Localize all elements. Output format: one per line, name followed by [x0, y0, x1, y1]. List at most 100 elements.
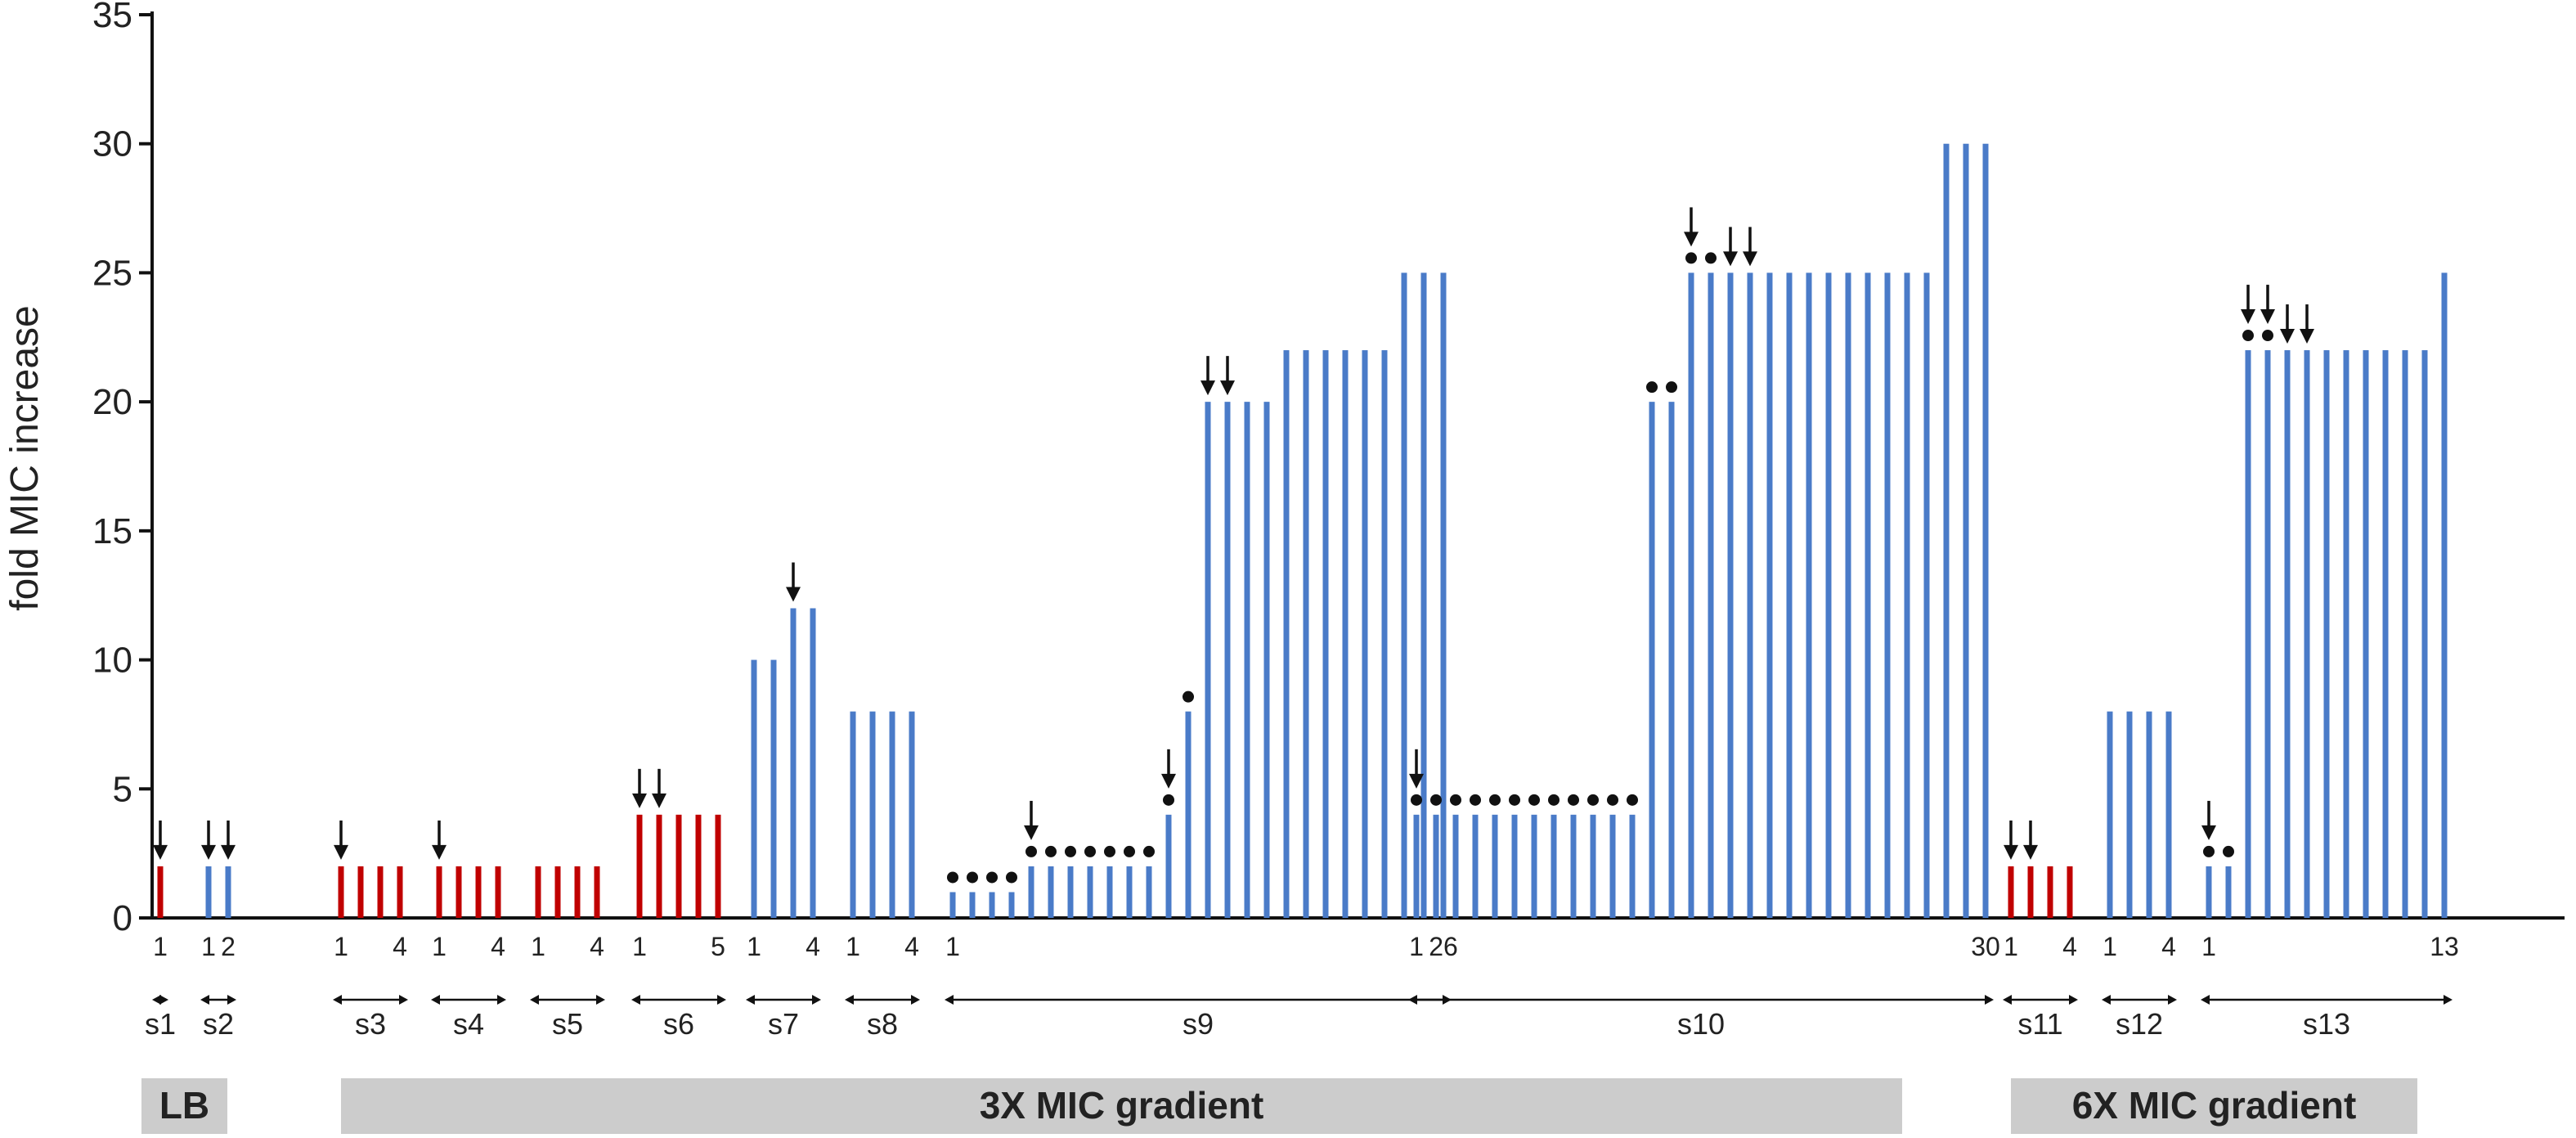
dot-marker [1705, 252, 1717, 264]
group-band [341, 1078, 1902, 1134]
bar-s9 [1362, 350, 1368, 918]
x-tick-label: 1 [2004, 932, 2018, 961]
dot-marker [1646, 381, 1658, 394]
series-label: s7 [768, 1007, 799, 1041]
range-arrow-right [399, 995, 408, 1005]
arrow-head [786, 587, 801, 602]
arrow-head [632, 793, 647, 808]
bar-s10 [1590, 814, 1596, 918]
x-tick-label: 4 [904, 932, 919, 961]
bar-s13 [2421, 350, 2428, 918]
x-tick-label: 1 [531, 932, 545, 961]
arrow-head [1161, 773, 1176, 789]
arrow-head [432, 844, 447, 860]
x-tick-label: 1 [747, 932, 761, 961]
x-tick-label: 30 [1971, 932, 2000, 961]
bar-s10 [1806, 272, 1812, 918]
x-tick-label: 1 [432, 932, 447, 961]
bar-s10 [1923, 272, 1930, 918]
dot-marker [967, 871, 978, 884]
bar-s9 [1205, 402, 1211, 919]
series-label: s9 [1183, 1007, 1214, 1041]
dot-marker [1685, 252, 1697, 264]
range-arrow-left [2003, 995, 2012, 1005]
bar-s5 [535, 866, 541, 918]
bar-s9 [1126, 866, 1133, 918]
y-tick-label: 30 [92, 124, 132, 164]
dot-marker [1025, 845, 1037, 857]
group-label: 3X MIC gradient [980, 1084, 1264, 1127]
bar-s10 [1472, 814, 1479, 918]
x-tick-label: 1 [846, 932, 860, 961]
arrow-head [1220, 380, 1235, 396]
bar-s5 [594, 866, 600, 918]
range-arrow-left [631, 995, 640, 1005]
bar-s12 [2146, 711, 2152, 918]
bar-s10 [1551, 814, 1557, 918]
range-arrow-right [1985, 995, 1994, 1005]
markers [153, 207, 2314, 884]
bar-s10 [1963, 143, 1969, 918]
x-tick-label: 4 [2062, 932, 2077, 961]
bar-s5 [554, 866, 561, 918]
bar-s11 [2067, 866, 2073, 918]
arrow-head [2300, 329, 2314, 344]
bar-s4 [456, 866, 462, 918]
bar-s13 [2343, 350, 2349, 918]
bar-s11 [2008, 866, 2014, 918]
bar-s9 [1185, 711, 1192, 918]
bar-s9 [1165, 814, 1172, 918]
group-label: LB [159, 1084, 209, 1127]
bar-s9 [1303, 350, 1309, 918]
range-arrow-left [530, 995, 539, 1005]
range-arrow-left [200, 995, 209, 1005]
dot-marker [986, 871, 998, 884]
bar-s9 [1342, 350, 1349, 918]
dot-marker [1143, 845, 1155, 857]
bar-s10 [1649, 402, 1655, 919]
bar-s10 [1668, 402, 1675, 919]
x-tick-label: 4 [806, 932, 820, 961]
x-tick-label: 4 [491, 932, 505, 961]
bar-s9 [1146, 866, 1152, 918]
bar-s10 [1943, 143, 1950, 918]
bar-s9 [989, 892, 995, 918]
x-tick-label: 4 [393, 932, 407, 961]
bar-s9 [1420, 272, 1427, 918]
series-ranges: s1 s2 s3 s4 s5 s6 s7 s8 s9 s10 s11 s12 s13 [145, 995, 2453, 1041]
range-arrow-left [431, 995, 440, 1005]
arrow-head [221, 844, 236, 860]
arrow-head [2201, 825, 2216, 840]
bar-s2 [225, 866, 231, 918]
range-arrow-right [596, 995, 605, 1005]
bar-s9 [1263, 402, 1270, 919]
dot-marker [1568, 794, 1579, 806]
dot-marker [1045, 845, 1057, 857]
bar-s10 [1766, 272, 1773, 918]
range-arrow-right [812, 995, 821, 1005]
series-label: s6 [663, 1007, 694, 1041]
arrow-head [153, 844, 168, 860]
bar-s10 [1708, 272, 1714, 918]
bar-s13 [2225, 866, 2232, 918]
dot-marker [1548, 794, 1560, 806]
series-label: s10 [1677, 1007, 1725, 1041]
bar-s12 [2165, 711, 2172, 918]
bar-s10 [1688, 272, 1694, 918]
y-axis: 0 5 10 15 20 25 30 35 [92, 0, 2565, 938]
dot-marker [1666, 381, 1677, 394]
group-label: 6X MIC gradient [2072, 1084, 2357, 1127]
bar-s3 [397, 866, 403, 918]
x-tick-label: 1 [632, 932, 647, 961]
bar-s6 [675, 814, 682, 918]
range-arrow-left [945, 995, 954, 1005]
bar-s6 [715, 814, 721, 918]
series-label: s4 [453, 1007, 484, 1041]
dot-marker [1470, 794, 1481, 806]
dot-marker [1084, 845, 1096, 857]
arrow-head [201, 844, 216, 860]
bar-s11 [2047, 866, 2053, 918]
arrow-head [2280, 329, 2295, 344]
x-tick-label: 4 [2161, 932, 2176, 961]
